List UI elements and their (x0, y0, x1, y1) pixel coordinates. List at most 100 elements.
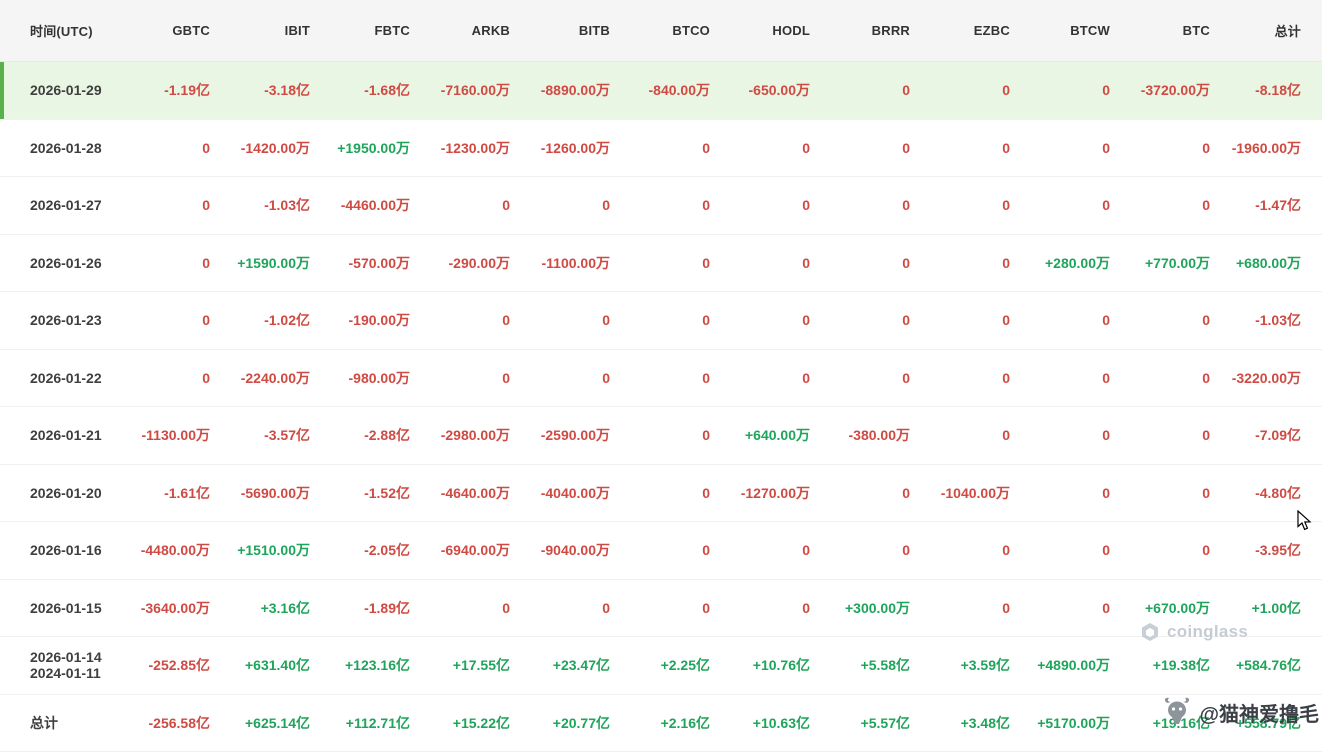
column-header-btco[interactable]: BTCO (610, 23, 710, 38)
value-cell: +670.00万 (1110, 598, 1210, 618)
column-header-ezbc[interactable]: EZBC (910, 23, 1010, 38)
value-cell: +5170.00万 (1010, 713, 1110, 733)
value-cell: 0 (610, 197, 710, 213)
value-cell: +15.22亿 (410, 713, 510, 733)
date-cell: 2026-01-21 (0, 427, 110, 443)
value-cell: 0 (1010, 370, 1110, 386)
value-cell: +23.47亿 (510, 655, 610, 675)
table-row[interactable]: 2026-01-16-4480.00万+1510.00万-2.05亿-6940.… (0, 522, 1322, 580)
value-cell: -4480.00万 (110, 540, 210, 560)
value-cell: 0 (910, 197, 1010, 213)
value-cell: 0 (1110, 427, 1210, 443)
value-cell: -252.85亿 (110, 655, 210, 675)
column-header-brrr[interactable]: BRRR (810, 23, 910, 38)
value-cell: 0 (910, 140, 1010, 156)
table-row[interactable]: 2026-01-21-1130.00万-3.57亿-2.88亿-2980.00万… (0, 407, 1322, 465)
value-cell: +1950.00万 (310, 138, 410, 158)
value-cell: 0 (810, 542, 910, 558)
value-cell: +3.59亿 (910, 655, 1010, 675)
date-cell: 2026-01-22 (0, 370, 110, 386)
column-header-ibit[interactable]: IBIT (210, 23, 310, 38)
column-header-gbtc[interactable]: GBTC (110, 23, 210, 38)
value-cell: 0 (710, 312, 810, 328)
value-cell: 0 (610, 312, 710, 328)
value-cell: -1.47亿 (1210, 195, 1322, 215)
value-cell: -290.00万 (410, 253, 510, 273)
value-cell: -2980.00万 (410, 425, 510, 445)
value-cell: +10.63亿 (710, 713, 810, 733)
value-cell: -650.00万 (710, 80, 810, 100)
value-cell: 0 (610, 542, 710, 558)
value-cell: 0 (410, 370, 510, 386)
value-cell: +625.14亿 (210, 713, 310, 733)
value-cell: +4890.00万 (1010, 655, 1110, 675)
column-header-bitb[interactable]: BITB (510, 23, 610, 38)
value-cell: 0 (1110, 542, 1210, 558)
value-cell: +3.48亿 (910, 713, 1010, 733)
value-cell: -1960.00万 (1210, 138, 1322, 158)
author-watermark: @猫神爱撸毛 (1161, 697, 1319, 727)
column-header-fbtc[interactable]: FBTC (310, 23, 410, 38)
value-cell: 0 (410, 312, 510, 328)
value-cell: -1130.00万 (110, 425, 210, 445)
value-cell: -840.00万 (610, 80, 710, 100)
value-cell: -3220.00万 (1210, 368, 1322, 388)
value-cell: 0 (810, 140, 910, 156)
value-cell: +2.25亿 (610, 655, 710, 675)
value-cell: 0 (810, 82, 910, 98)
value-cell: 0 (810, 197, 910, 213)
value-cell: -1.02亿 (210, 310, 310, 330)
value-cell: 0 (910, 600, 1010, 616)
value-cell: +17.55亿 (410, 655, 510, 675)
value-cell: 0 (610, 600, 710, 616)
value-cell: 0 (1010, 427, 1110, 443)
value-cell: +5.57亿 (810, 713, 910, 733)
value-cell: 0 (510, 197, 610, 213)
value-cell: -1270.00万 (710, 483, 810, 503)
value-cell: 0 (1010, 197, 1110, 213)
value-cell: 0 (710, 197, 810, 213)
table-row[interactable]: 2026-01-20-1.61亿-5690.00万-1.52亿-4640.00万… (0, 465, 1322, 523)
column-header-time[interactable]: 时间(UTC) (0, 21, 110, 40)
table-row[interactable]: 2026-01-29-1.19亿-3.18亿-1.68亿-7160.00万-88… (0, 62, 1322, 120)
value-cell: -8.18亿 (1210, 80, 1322, 100)
value-cell: -256.58亿 (110, 713, 210, 733)
value-cell: -4.80亿 (1210, 483, 1322, 503)
value-cell: 0 (1110, 312, 1210, 328)
sheep-icon (1161, 697, 1193, 727)
value-cell: -6940.00万 (410, 540, 510, 560)
value-cell: -380.00万 (810, 425, 910, 445)
column-header-btc[interactable]: BTC (1110, 23, 1210, 38)
value-cell: 0 (1010, 140, 1110, 156)
value-cell: -4040.00万 (510, 483, 610, 503)
column-header-hodl[interactable]: HODL (710, 23, 810, 38)
value-cell: -2240.00万 (210, 368, 310, 388)
value-cell: -2590.00万 (510, 425, 610, 445)
column-header-btcw[interactable]: BTCW (1010, 23, 1110, 38)
value-cell: +3.16亿 (210, 598, 310, 618)
value-cell: 0 (410, 197, 510, 213)
coinglass-logo-icon (1140, 622, 1160, 642)
value-cell: -8890.00万 (510, 80, 610, 100)
value-cell: -7.09亿 (1210, 425, 1322, 445)
value-cell: -1.03亿 (210, 195, 310, 215)
column-header-总计[interactable]: 总计 (1210, 21, 1322, 40)
total-row[interactable]: 总计-256.58亿+625.14亿+112.71亿+15.22亿+20.77亿… (0, 695, 1322, 752)
value-cell: -1100.00万 (510, 253, 610, 273)
column-header-arkb[interactable]: ARKB (410, 23, 510, 38)
date-cell: 2026-01-26 (0, 255, 110, 271)
value-cell: 0 (610, 427, 710, 443)
value-cell: +19.38亿 (1110, 655, 1210, 675)
date-cell: 2026-01-29 (0, 82, 110, 98)
value-cell: +770.00万 (1110, 253, 1210, 273)
value-cell: +5.58亿 (810, 655, 910, 675)
